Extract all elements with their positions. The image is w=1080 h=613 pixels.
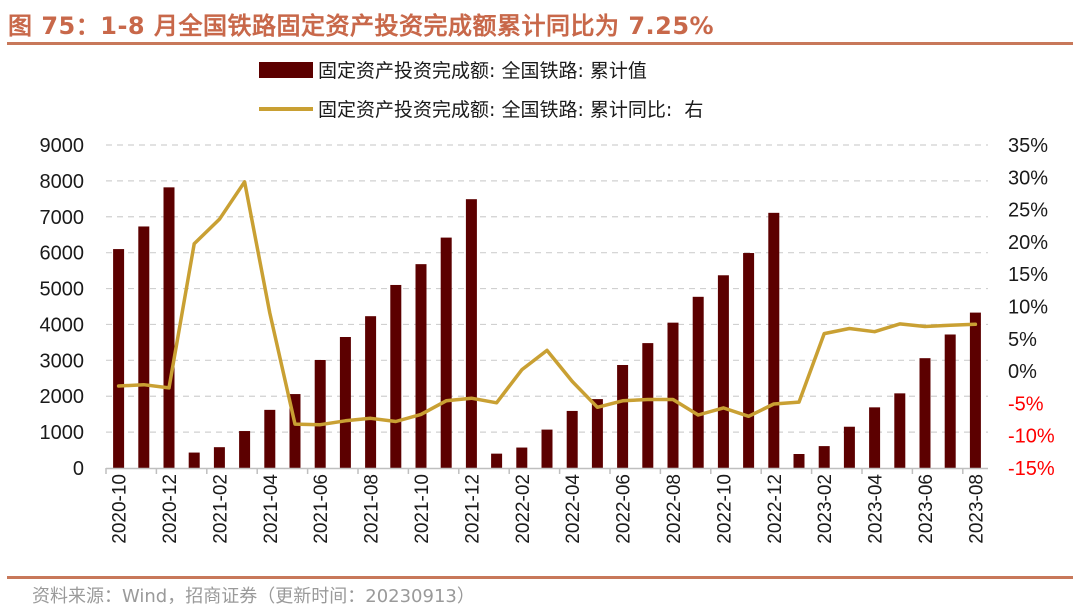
legend-label-line: 固定资产投资完成额: 全国铁路: 累计同比: 右	[318, 99, 703, 121]
x-tick-label: 2022-06	[614, 474, 635, 544]
x-tick-label: 2022-02	[513, 474, 534, 544]
bar	[365, 316, 377, 468]
bar	[566, 410, 578, 468]
x-tick-label: 2021-10	[412, 474, 433, 544]
legend: 固定资产投资完成额: 全国铁路: 累计值 固定资产投资完成额: 全国铁路: 累计…	[259, 60, 703, 121]
bar	[465, 199, 477, 469]
y-left-tick-label: 2000	[40, 386, 85, 408]
x-tick-label: 2022-12	[765, 474, 786, 544]
bar	[617, 364, 629, 468]
y-right-tick-label: 25%	[1008, 200, 1048, 222]
x-tick-label: 2021-08	[362, 474, 383, 544]
x-tick-label: 2020-12	[160, 474, 181, 544]
bar	[390, 284, 402, 468]
x-axis: 2020-10 2020-12 2021-02 2021-04 2021-06 2021-…	[105, 467, 988, 544]
bar	[717, 275, 729, 468]
bar	[743, 253, 755, 468]
bar	[969, 312, 981, 468]
x-tick-label: 2021-04	[261, 474, 282, 544]
title-divider	[7, 42, 1073, 45]
x-tick-label: 2023-02	[815, 474, 836, 544]
x-tick-label: 2023-04	[866, 474, 887, 544]
x-tick-label: 2023-08	[966, 474, 987, 544]
x-tick-label: 2023-06	[916, 474, 937, 544]
bar	[339, 337, 351, 468]
y-left-tick-label: 8000	[40, 171, 85, 193]
bar	[239, 431, 251, 468]
bar	[440, 237, 452, 468]
y-right-tick-label: 35%	[1008, 135, 1048, 157]
source-note: 资料来源：Wind，招商证券（更新时间：20230913）	[32, 586, 475, 607]
y-right-tick-label: 30%	[1008, 167, 1048, 189]
x-tick-label: 2020-10	[110, 474, 131, 544]
x-tick-label: 2021-12	[462, 474, 483, 544]
bar	[591, 399, 603, 468]
bar	[264, 409, 276, 468]
x-tick-label: 2022-08	[664, 474, 685, 544]
y-right-tick-label: 5%	[1008, 329, 1037, 351]
y-right-tick-label: -5%	[1008, 393, 1044, 415]
bar	[944, 334, 956, 468]
line-series	[116, 180, 978, 427]
bar	[843, 426, 855, 468]
bar	[869, 407, 881, 468]
y-left-tick-label: 0	[73, 458, 84, 480]
y-left-tick-label: 4000	[40, 314, 85, 336]
y-axis-right: -15% -10% -5% 0% 5% 10% 15% 20% 25% 30% 35%	[1008, 135, 1055, 480]
legend-swatch-line	[259, 107, 313, 111]
y-right-tick-label: -10%	[1008, 426, 1055, 448]
y-left-tick-label: 1000	[40, 422, 85, 444]
bar	[516, 447, 528, 468]
y-left-tick-label: 7000	[40, 207, 85, 229]
y-axis-left: 0 1000 2000 3000 4000 5000 6000 7000 8000 9000	[40, 135, 85, 480]
x-tick-label: 2021-06	[311, 474, 332, 544]
y-right-tick-label: -15%	[1008, 458, 1055, 480]
bar	[919, 358, 931, 468]
y-left-tick-label: 5000	[40, 279, 85, 301]
y-left-tick-label: 3000	[40, 350, 85, 372]
bar	[213, 447, 225, 468]
bar	[818, 446, 830, 468]
yoy-line	[116, 180, 978, 427]
bar	[894, 393, 906, 468]
bar	[138, 226, 150, 468]
y-left-tick-label: 6000	[40, 243, 85, 265]
bar	[415, 264, 427, 468]
bar	[113, 249, 125, 468]
legend-swatch-bar	[259, 62, 313, 78]
bar	[188, 452, 200, 468]
bar	[793, 454, 805, 468]
bar	[642, 343, 654, 468]
bar	[289, 394, 301, 468]
bar	[768, 212, 780, 468]
bar	[692, 296, 704, 468]
footer-divider	[7, 576, 1073, 579]
y-left-tick-label: 9000	[40, 135, 85, 157]
y-right-tick-label: 20%	[1008, 232, 1048, 254]
bar	[163, 187, 175, 469]
bar	[491, 453, 503, 468]
legend-label-bar: 固定资产投资完成额: 全国铁路: 累计值	[318, 60, 647, 82]
y-right-tick-label: 10%	[1008, 297, 1048, 319]
bar	[541, 429, 553, 468]
x-tick-label: 2022-04	[563, 474, 584, 544]
y-right-tick-label: 15%	[1008, 264, 1048, 286]
x-tick-label: 2022-10	[714, 474, 735, 544]
bar	[314, 359, 326, 468]
bar-series	[113, 187, 981, 469]
chart-title: 图 75：1-8 月全国铁路固定资产投资完成额累计同比为 7.25%	[8, 12, 715, 40]
x-tick-label: 2021-02	[210, 474, 231, 544]
bar	[667, 322, 679, 468]
y-right-tick-label: 0%	[1008, 361, 1037, 383]
